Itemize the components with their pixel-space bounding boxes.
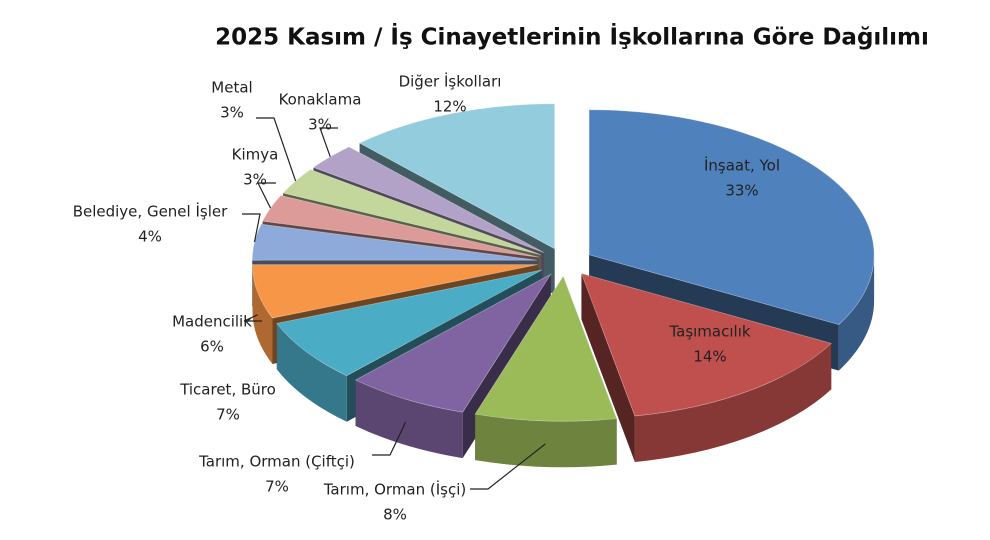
slice-value-label: 4% (138, 228, 162, 246)
slice (580, 272, 833, 462)
chart-title: 2025 Kasım / İş Cinayetlerinin İşkolları… (215, 23, 929, 51)
slice-label: Belediye, Genel İşler (73, 202, 228, 221)
slice (276, 269, 543, 377)
slice-wall (475, 414, 617, 468)
slice-value-label: 12% (433, 98, 466, 116)
slice-value-label: 3% (220, 104, 244, 122)
leader-line (243, 314, 262, 322)
slice-label: Madencilik (172, 313, 252, 331)
slice-label: Tarım, Orman (İşçi) (323, 480, 467, 499)
slice-value-label: 8% (383, 506, 407, 524)
slice-value-label: 33% (725, 182, 758, 200)
slice (251, 223, 538, 261)
slice-value-label: 3% (308, 116, 332, 134)
slice-label: İnşaat, Yol (704, 156, 780, 175)
slice-wall (252, 264, 273, 365)
slice-label: Ticaret, Büro (179, 381, 276, 399)
leader-line (319, 127, 338, 157)
slice-wall (276, 323, 347, 422)
slice (358, 103, 556, 250)
slice-value-label: 3% (243, 171, 267, 189)
slice (474, 275, 618, 422)
slice-value-label: 14% (693, 348, 726, 366)
slice-wall (355, 379, 463, 459)
slice-value-label: 6% (200, 338, 224, 356)
slice (474, 275, 618, 468)
slice-value-label: 7% (216, 406, 240, 424)
slice-wall (838, 254, 875, 371)
leader-line (470, 443, 546, 490)
leader-line (257, 182, 276, 209)
slice (588, 109, 875, 326)
slice-label: Taşımacılık (668, 323, 750, 341)
slice-label: Diğer İşkolları (399, 72, 502, 91)
slice-label: Kimya (232, 146, 279, 164)
slice-value-label: 7% (265, 478, 289, 496)
slice (252, 264, 538, 319)
slice (580, 272, 833, 417)
leader-line (242, 213, 261, 243)
leader-line (372, 421, 407, 456)
slice-side (581, 273, 635, 462)
slice-label: Tarım, Orman (Çiftçi) (198, 453, 355, 471)
slice-wall (634, 343, 832, 462)
slice-label: Konaklama (279, 91, 362, 109)
slice-label: Metal (211, 79, 252, 97)
leader-line (256, 117, 297, 182)
slice (354, 273, 552, 413)
